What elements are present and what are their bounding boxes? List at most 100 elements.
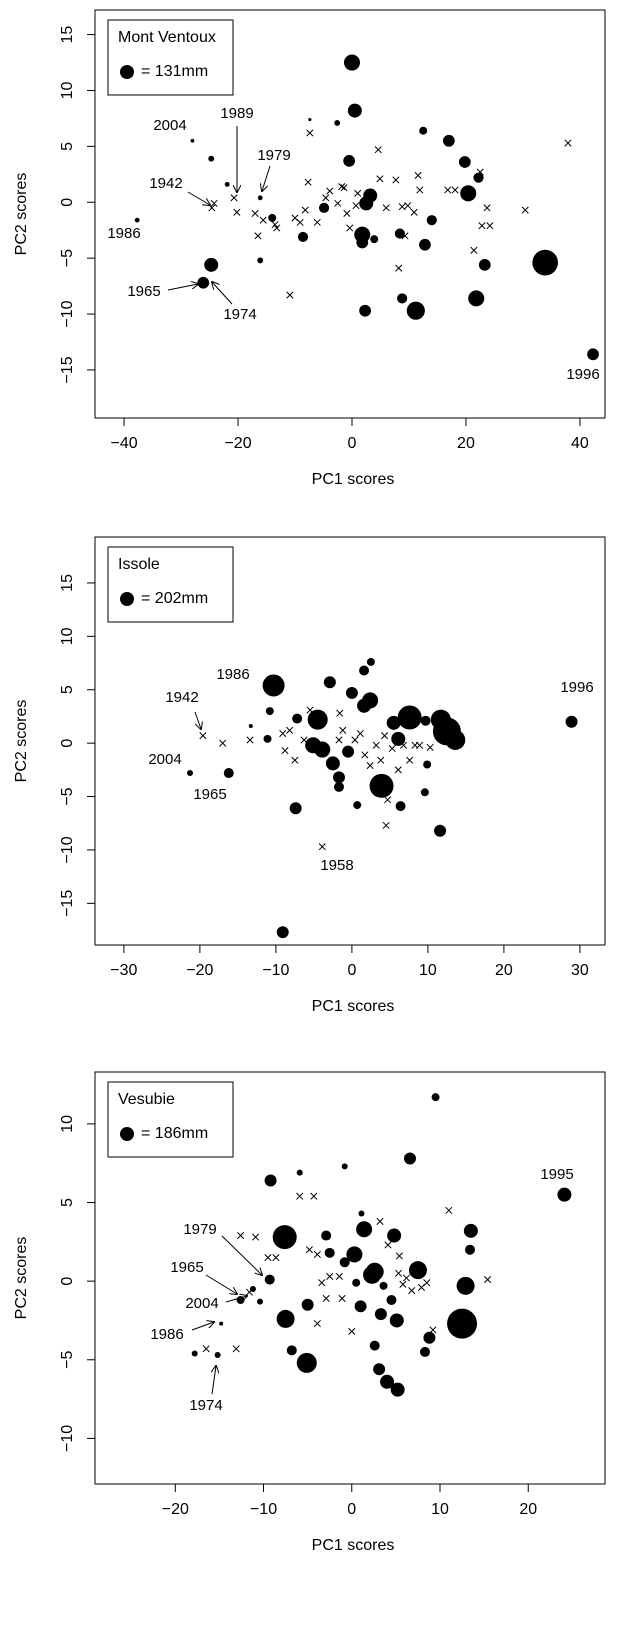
dot-point [347,103,362,118]
cross-point [483,204,491,212]
y-tick-label: 10 [59,627,76,645]
cross-point [313,218,321,226]
dot-point [262,674,285,697]
cross-point [372,741,380,749]
x-tick-label: −20 [224,435,251,452]
dot-point [370,235,379,244]
x-tick-label: 20 [457,435,475,452]
annotation: 1965 [170,1259,203,1276]
annotation: 1986 [216,666,249,683]
annotation: 1979 [183,1221,216,1238]
dot-point [380,1374,395,1389]
annotation: 1965 [127,283,160,300]
x-tick-label: 20 [519,1501,537,1518]
cross-point [326,1272,334,1280]
dot-point [423,760,432,769]
dot-point [587,348,599,361]
dot-point [292,713,303,724]
x-tick-label: −30 [110,962,137,979]
annotation-arrow [194,711,201,729]
cross-point [296,218,304,226]
x-tick-label: 0 [347,962,356,979]
cross-point [408,1287,416,1295]
dot-point [357,698,372,713]
dot-point [359,665,370,676]
x-axis-label: PC1 scores [312,998,395,1015]
cross-point [426,743,434,751]
cross-point [322,1294,330,1302]
dot-point [354,1300,367,1313]
dot-point [272,1225,297,1250]
dot-point [423,1331,436,1344]
annotation: 1942 [149,175,182,192]
dot-point [296,1352,317,1373]
legend-title: Mont Ventoux [118,29,216,46]
cross-point [381,732,389,740]
x-axis-label: PC1 scores [312,1537,395,1554]
cross-point [210,199,218,207]
cross-point [259,216,267,224]
cross-point [202,1345,210,1353]
dot-point [426,215,437,226]
cross-point [394,1269,403,1277]
dot-point [268,213,277,222]
cross-point [416,186,424,194]
cross-point [264,1254,272,1262]
annotation: 1986 [150,1326,183,1343]
dot-point [464,1244,476,1255]
plot-frame [94,1071,606,1485]
x-tick-label: 0 [347,1501,356,1518]
dot-point [397,705,422,730]
dot-point [256,1298,264,1305]
y-tick-label: 5 [59,685,76,694]
dot-point [366,657,375,666]
cross-point [304,178,312,186]
cross-point [399,1280,407,1288]
cross-point [388,744,396,753]
y-tick-label: −10 [59,300,76,327]
dot-point [447,1308,478,1339]
dot-point [369,1340,380,1351]
legend-label: = 186mm [141,1125,208,1142]
cross-point [394,766,402,774]
annotation: 1958 [320,857,353,874]
cross-point [395,1252,403,1260]
dot-point [276,1309,295,1328]
y-tick-label: 10 [59,81,76,99]
cross-point [348,1327,356,1336]
annotation: 1986 [107,225,140,242]
dot-point [289,802,302,815]
cross-point [346,224,354,232]
panel: −40 −20 0 20 40 −15 −10 −5 0 5 10 15 PC1 scores PC2 s… [13,9,606,488]
cross-point [219,739,227,747]
dot-point [323,676,336,689]
dot-point [343,155,356,167]
cross-point [382,204,390,212]
dot-point [276,926,289,939]
dot-point [406,301,425,320]
legend-title: Vesubie [118,1091,175,1108]
cross-point [398,203,406,211]
cross-point [402,1274,411,1282]
dot-point [343,54,361,71]
dot-point [356,1221,373,1238]
cross-point [415,741,424,749]
dot-point [365,1262,384,1281]
legend-label: = 131mm [141,63,208,80]
dot-point [297,231,309,242]
cross-point [444,186,452,194]
cross-point [273,224,281,232]
dot-point [249,1285,256,1293]
cross-point [384,796,392,804]
cross-point [286,291,294,299]
annotation: 1942 [165,689,198,706]
y-tick-label: −5 [59,787,76,805]
dot-point [391,731,406,746]
cross-point [486,222,494,230]
annotation-arrow [212,282,233,305]
annotation: 1996 [560,679,593,696]
dot-point [359,304,371,317]
annotation: 1995 [540,1166,573,1183]
dot-point [468,290,485,307]
annotation-arrow [205,1274,237,1294]
